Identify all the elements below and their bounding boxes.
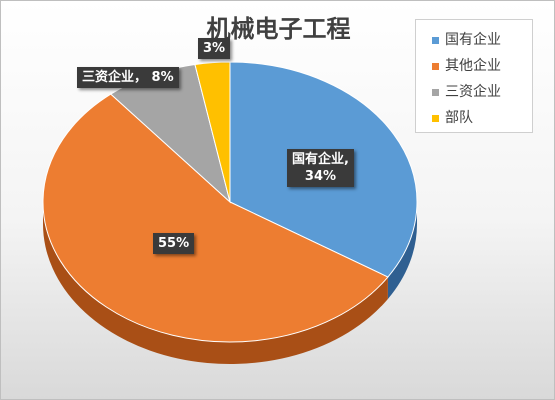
data-label-value: 34% <box>304 169 337 184</box>
data-label-value: 8% <box>151 70 174 85</box>
legend-item-military: 部队 <box>432 108 473 128</box>
legend-item-state-owned: 国有企业 <box>432 30 501 50</box>
legend-swatch <box>432 62 439 70</box>
data-label-value: 55% <box>158 236 190 251</box>
data-label-value: 3% <box>203 41 226 56</box>
legend-swatch <box>432 114 439 122</box>
legend-swatch <box>432 88 439 96</box>
legend-label: 三资企业 <box>445 84 501 100</box>
data-label-state-owned: 国有企业, 34% <box>287 149 354 187</box>
legend-item-foreign-funded: 三资企业 <box>432 82 501 102</box>
legend-label: 其他企业 <box>445 58 501 74</box>
data-label-category: 国有企业 <box>292 152 345 167</box>
data-label-other: 55% <box>153 233 195 254</box>
pie-slice-military <box>194 61 231 203</box>
pie-slice-other <box>42 93 389 343</box>
legend-swatch <box>432 36 439 44</box>
pie-side-walls <box>42 202 417 364</box>
data-label-foreign-funded: 三资企业， 8% <box>77 67 179 88</box>
pie-side-other <box>42 202 388 364</box>
legend-label: 部队 <box>445 110 473 126</box>
chart-title: 机械电子工程 <box>206 15 351 43</box>
data-label-category: 三资企业 <box>82 70 135 85</box>
data-label-military: 3% <box>198 38 231 59</box>
pie-side-state-owned <box>387 202 417 300</box>
legend-item-other: 其他企业 <box>432 56 501 76</box>
legend: 国有企业 其他企业 三资企业 部队 <box>415 19 533 133</box>
legend-label: 国有企业 <box>445 32 501 48</box>
